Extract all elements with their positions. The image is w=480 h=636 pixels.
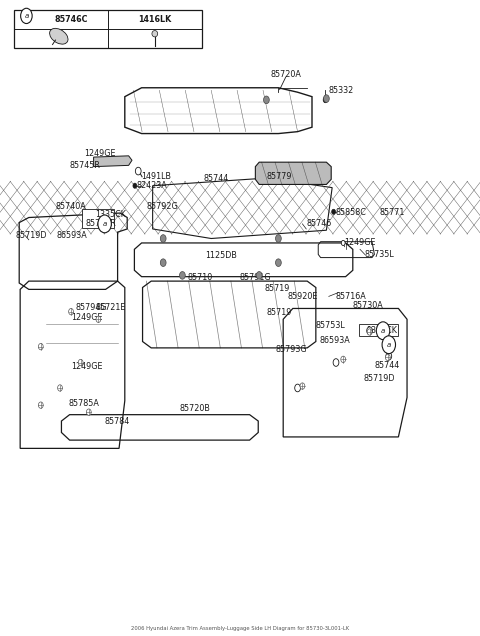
Circle shape bbox=[324, 97, 327, 102]
Circle shape bbox=[276, 235, 281, 242]
Circle shape bbox=[180, 272, 185, 279]
Circle shape bbox=[160, 235, 166, 242]
Text: 86593A: 86593A bbox=[57, 231, 87, 240]
Circle shape bbox=[386, 352, 392, 360]
Text: 85793G: 85793G bbox=[276, 345, 308, 354]
Polygon shape bbox=[94, 156, 132, 167]
Circle shape bbox=[96, 316, 101, 322]
Circle shape bbox=[324, 95, 329, 102]
Text: 1249GE: 1249GE bbox=[345, 238, 376, 247]
Circle shape bbox=[160, 259, 166, 266]
Circle shape bbox=[38, 343, 43, 350]
Circle shape bbox=[58, 385, 62, 391]
Circle shape bbox=[376, 322, 390, 340]
Bar bbox=[359, 324, 398, 336]
Circle shape bbox=[295, 384, 300, 392]
Text: 85771: 85771 bbox=[379, 208, 405, 217]
Text: 85719: 85719 bbox=[265, 284, 290, 293]
Text: 85745R: 85745R bbox=[70, 161, 100, 170]
Circle shape bbox=[256, 272, 262, 279]
Text: 85792G: 85792G bbox=[146, 202, 178, 211]
Text: a: a bbox=[387, 342, 391, 348]
Circle shape bbox=[86, 409, 91, 415]
Text: 85735L: 85735L bbox=[365, 250, 395, 259]
Circle shape bbox=[78, 359, 83, 366]
Circle shape bbox=[133, 183, 137, 188]
Circle shape bbox=[333, 359, 339, 366]
Circle shape bbox=[135, 167, 141, 175]
Circle shape bbox=[341, 356, 346, 363]
Text: 85719D: 85719D bbox=[15, 231, 47, 240]
Circle shape bbox=[21, 8, 32, 24]
Text: 85791G: 85791G bbox=[240, 273, 272, 282]
Polygon shape bbox=[255, 162, 331, 184]
Text: 1249GE: 1249GE bbox=[84, 149, 116, 158]
Circle shape bbox=[38, 402, 43, 408]
Text: 85858C: 85858C bbox=[336, 208, 367, 217]
Circle shape bbox=[332, 209, 336, 214]
Text: 1335CK: 1335CK bbox=[366, 326, 396, 335]
Text: 82423A: 82423A bbox=[137, 181, 168, 190]
Text: 85716A: 85716A bbox=[336, 292, 367, 301]
Text: 1335CK: 1335CK bbox=[95, 210, 126, 219]
Ellipse shape bbox=[152, 31, 157, 37]
Circle shape bbox=[264, 96, 269, 104]
Text: 85719D: 85719D bbox=[364, 374, 396, 383]
Bar bbox=[82, 209, 114, 228]
Text: 85746C: 85746C bbox=[54, 15, 87, 24]
Circle shape bbox=[341, 240, 345, 245]
Text: 85785A: 85785A bbox=[68, 399, 99, 408]
Text: 85721E: 85721E bbox=[96, 303, 126, 312]
Text: 85332: 85332 bbox=[329, 86, 354, 95]
Circle shape bbox=[367, 327, 372, 335]
Text: a: a bbox=[381, 328, 385, 334]
Text: 1125DB: 1125DB bbox=[205, 251, 237, 260]
Text: 85719: 85719 bbox=[266, 308, 292, 317]
Text: 85753L: 85753L bbox=[316, 321, 346, 330]
Text: 85740A: 85740A bbox=[55, 202, 86, 211]
Text: 1249GE: 1249GE bbox=[71, 314, 103, 322]
Text: 2006 Hyundai Azera Trim Assembly-Luggage Side LH Diagram for 85730-3L001-LK: 2006 Hyundai Azera Trim Assembly-Luggage… bbox=[131, 626, 349, 631]
Circle shape bbox=[385, 354, 390, 361]
Circle shape bbox=[98, 215, 111, 233]
Ellipse shape bbox=[49, 29, 68, 44]
Text: 1491LB: 1491LB bbox=[142, 172, 172, 181]
Text: 85794G: 85794G bbox=[76, 303, 108, 312]
Text: 85710: 85710 bbox=[187, 273, 213, 282]
Circle shape bbox=[69, 308, 73, 315]
Circle shape bbox=[300, 383, 305, 389]
Circle shape bbox=[382, 336, 396, 354]
Circle shape bbox=[367, 329, 372, 335]
Text: 1249GE: 1249GE bbox=[71, 363, 103, 371]
Text: 85720A: 85720A bbox=[270, 70, 301, 79]
Text: 85744: 85744 bbox=[204, 174, 228, 183]
Text: 85784: 85784 bbox=[105, 417, 130, 425]
Text: 85779: 85779 bbox=[266, 172, 292, 181]
Text: 85920E: 85920E bbox=[288, 292, 318, 301]
Text: a: a bbox=[103, 221, 107, 227]
Circle shape bbox=[276, 259, 281, 266]
Text: 1416LK: 1416LK bbox=[138, 15, 171, 24]
Text: 86593A: 86593A bbox=[319, 336, 350, 345]
Text: 85720B: 85720B bbox=[180, 404, 211, 413]
Text: 85763R: 85763R bbox=[85, 219, 116, 228]
Text: 85746: 85746 bbox=[306, 219, 332, 228]
Text: 85744: 85744 bbox=[374, 361, 400, 370]
Text: 85730A: 85730A bbox=[353, 301, 384, 310]
Bar bbox=[14, 10, 202, 48]
Text: a: a bbox=[24, 13, 28, 19]
